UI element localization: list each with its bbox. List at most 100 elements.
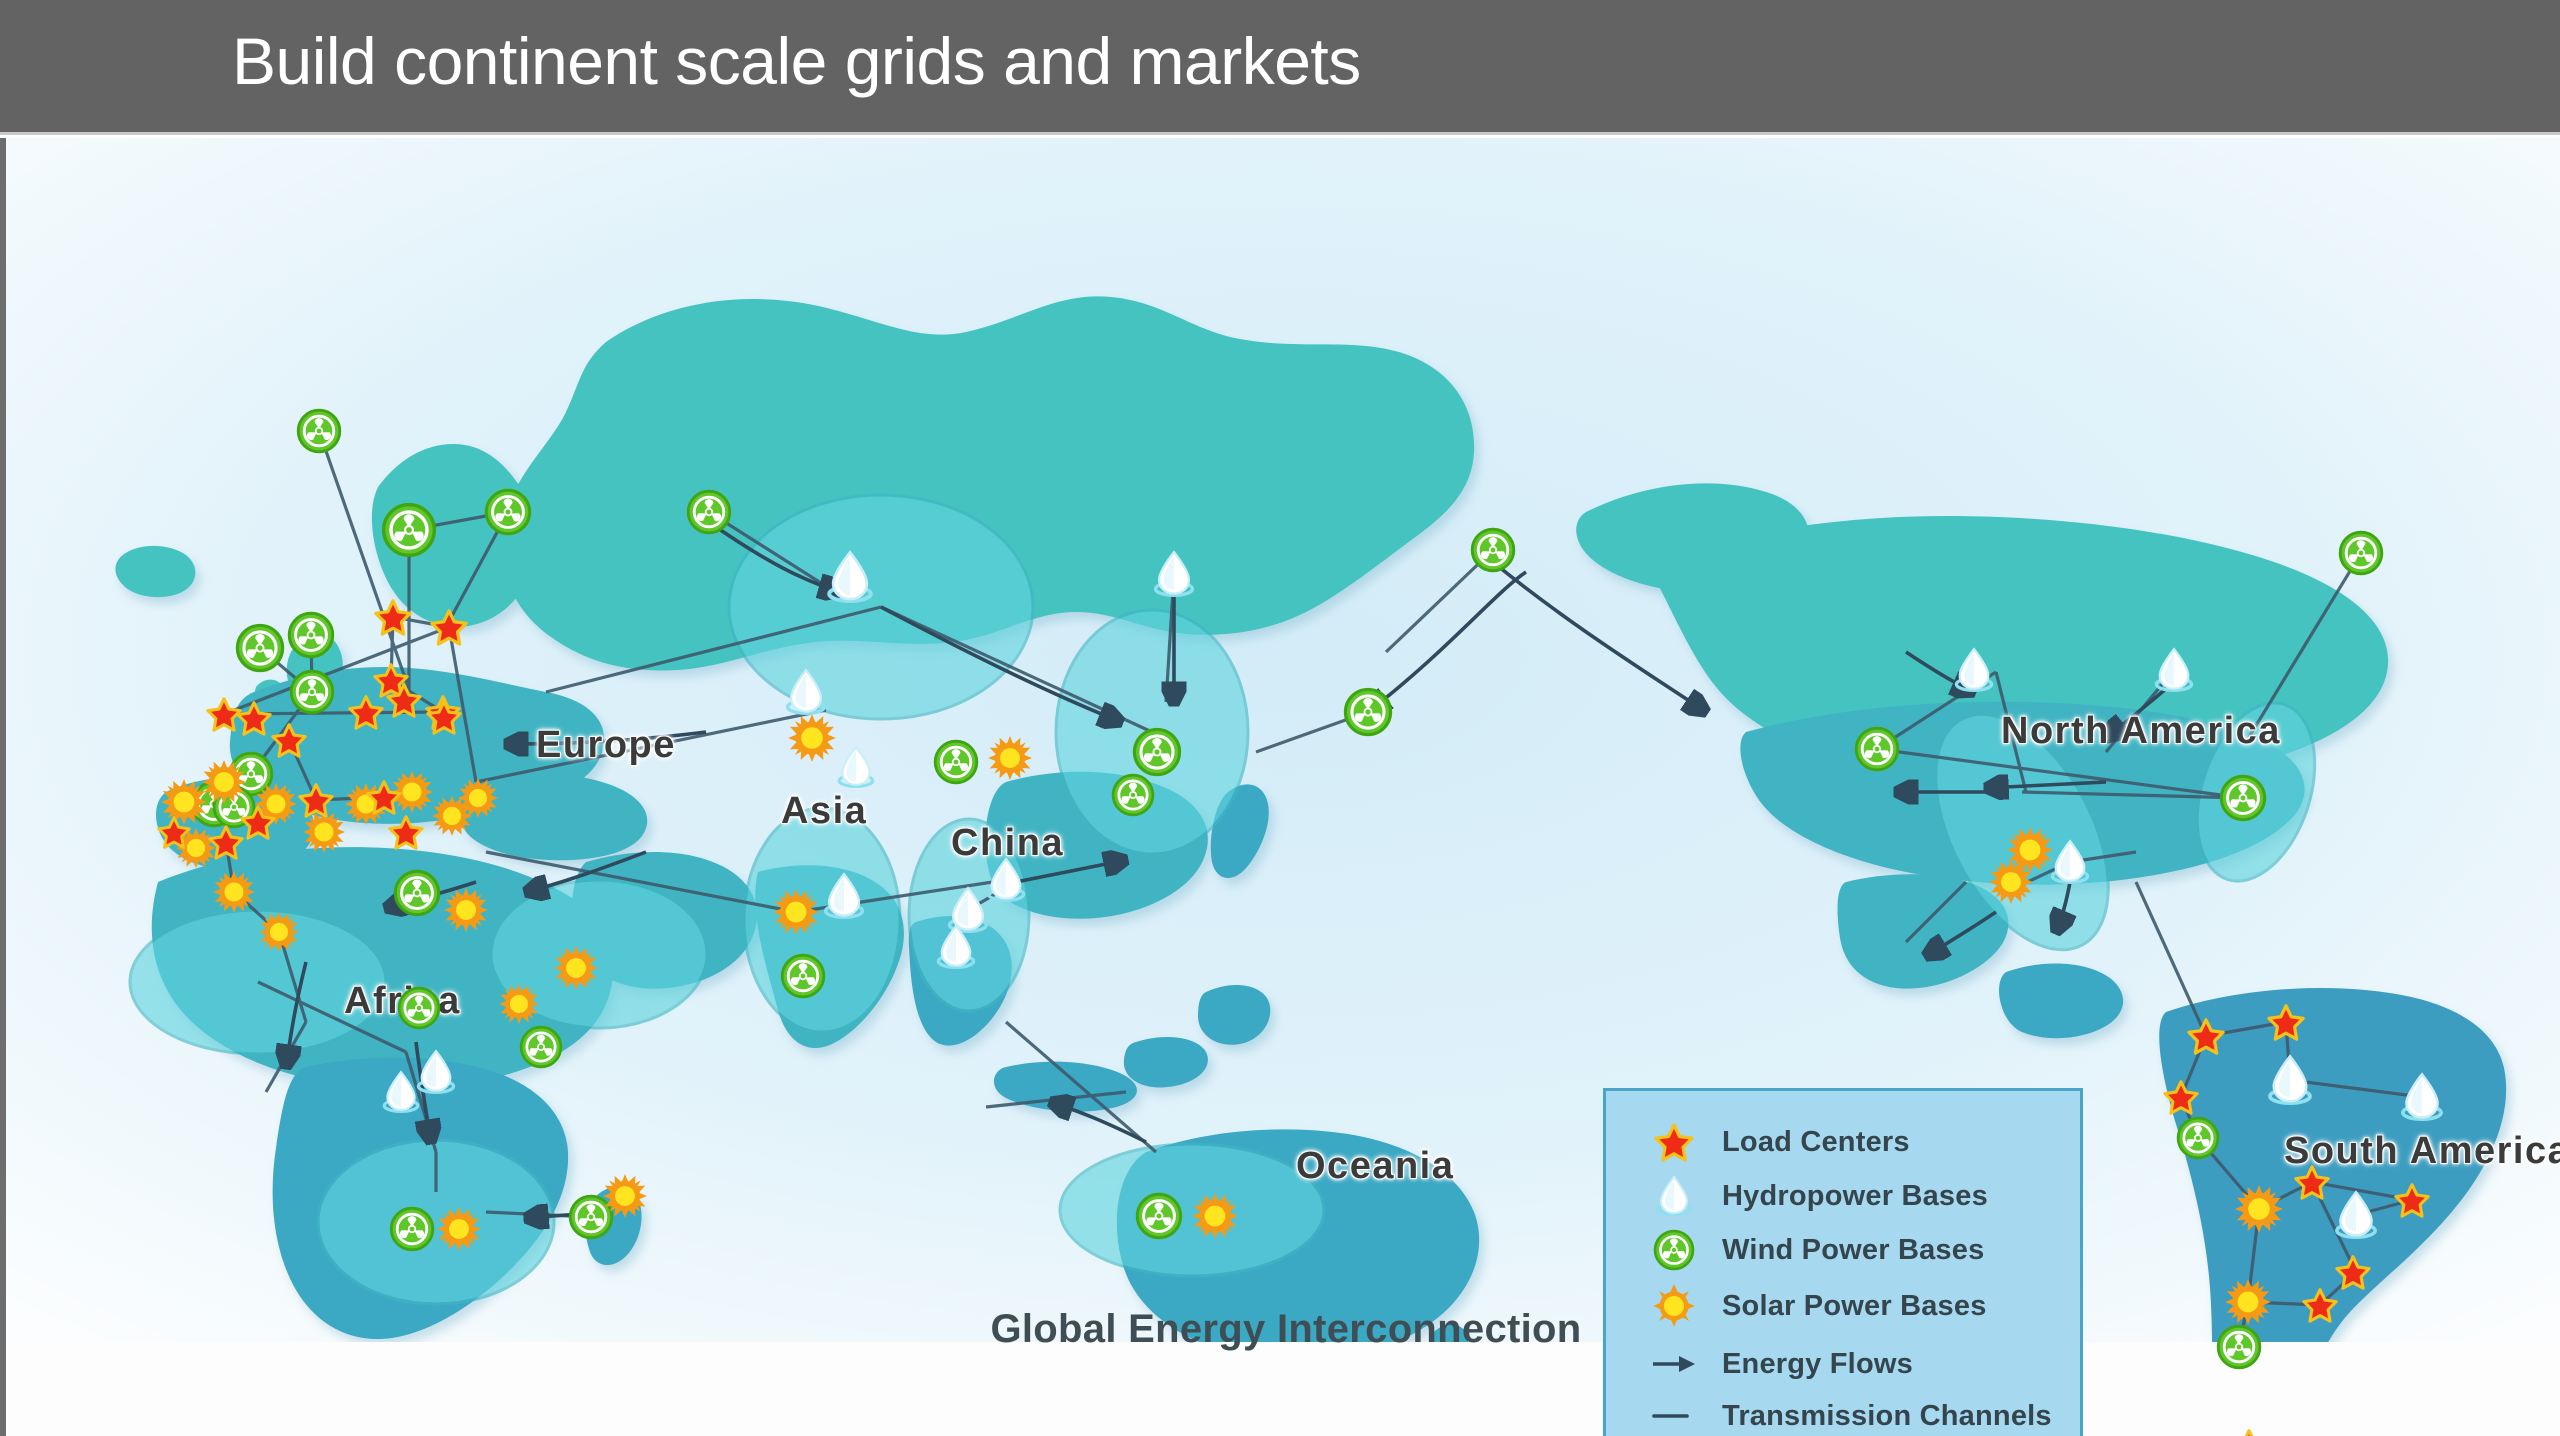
- star-icon: [430, 608, 468, 646]
- star-icon: [2302, 1287, 2338, 1323]
- sun-icon: [553, 945, 599, 991]
- star-icon: [208, 824, 244, 860]
- water-drop-icon: [824, 548, 876, 606]
- legend-item-wind: Wind Power Bases: [1648, 1225, 1984, 1275]
- world-map-illustration: [6, 138, 2560, 1342]
- star-icon: [2294, 1164, 2330, 1200]
- water-drop-icon: [2332, 1188, 2380, 1242]
- legend-label-wind: Wind Power Bases: [1722, 1233, 1985, 1266]
- wind-turbine-icon: [568, 1194, 614, 1240]
- legend-item-transmission: Transmission Channels: [1648, 1391, 2052, 1436]
- water-drop-icon: [1952, 645, 1996, 694]
- legend-label-energy-flows: Energy Flows: [1722, 1347, 1913, 1380]
- sun-icon: [390, 770, 434, 814]
- sun-icon: [602, 1173, 648, 1219]
- wind-turbine-icon: [235, 623, 285, 673]
- legend-label-hydropower: Hydropower Bases: [1722, 1179, 1988, 1212]
- legend-item-load-centers: Load Centers: [1648, 1117, 1910, 1167]
- star-icon: [236, 700, 272, 736]
- wind-turbine-icon: [381, 502, 437, 558]
- map-label-china: China: [951, 822, 1065, 864]
- water-drop-icon: [934, 922, 978, 971]
- star-icon: [2394, 1182, 2430, 1218]
- water-drop-icon: [380, 1068, 422, 1115]
- wind-turbine-icon: [1854, 726, 1900, 772]
- wind-turbine-icon: [1132, 727, 1182, 777]
- water-drop-icon: [783, 666, 829, 718]
- sun-icon: [254, 782, 298, 826]
- slide-body: Europe Asia China Africa Oceania North A…: [0, 138, 2560, 1436]
- wind-turbine-icon: [1470, 527, 1516, 573]
- sun-icon: [2006, 826, 2054, 874]
- wind-turbine-icon: [393, 869, 441, 917]
- star-icon: [374, 598, 412, 636]
- sun-icon: [258, 911, 300, 953]
- water-drop-icon: [2265, 1052, 2315, 1108]
- sun-icon: [201, 759, 247, 805]
- star-icon: [271, 722, 307, 758]
- water-drop-icon: [2048, 837, 2092, 886]
- wind-turbine-icon: [1135, 1192, 1183, 1240]
- legend-item-solar: Solar Power Bases: [1648, 1281, 1987, 1331]
- wind-turbine-icon: [933, 739, 979, 785]
- wind-turbine-icon: [2338, 530, 2384, 576]
- water-drop-icon: [835, 743, 877, 790]
- sun-icon: [1648, 1283, 1700, 1329]
- water-drop-icon: [2152, 645, 2196, 694]
- star-icon: [2163, 1079, 2199, 1115]
- sun-icon: [443, 887, 489, 933]
- legend-item-energy-flows: Energy Flows: [1648, 1339, 1913, 1389]
- figure-caption: Global Energy Interconnection: [990, 1307, 1582, 1351]
- wind-turbine-icon: [1111, 773, 1155, 817]
- water-drop-icon: [821, 870, 867, 922]
- wind-turbine-icon: [2216, 1324, 2262, 1370]
- star-icon: [366, 779, 402, 815]
- wind-turbine-icon: [289, 669, 335, 715]
- map-label-europe: Europe: [536, 724, 676, 766]
- sun-icon: [2224, 1278, 2272, 1326]
- wind-turbine-icon: [780, 953, 826, 999]
- sun-icon: [498, 983, 540, 1025]
- water-drop-icon: [1151, 548, 1197, 600]
- wind-turbine-icon: [1648, 1227, 1700, 1273]
- legend-label-load-centers: Load Centers: [1722, 1125, 1910, 1158]
- star-icon: [388, 814, 424, 850]
- map-label-south-america: South America: [2284, 1130, 2560, 1172]
- sun-icon: [457, 777, 499, 819]
- sun-icon: [436, 1206, 482, 1252]
- water-drop-icon: [984, 855, 1028, 904]
- sun-icon: [212, 870, 256, 914]
- star-icon: [348, 694, 384, 730]
- star-icon: [2335, 1254, 2371, 1290]
- water-drop-icon: [2398, 1070, 2446, 1124]
- wind-turbine-icon: [519, 1025, 563, 1069]
- line-icon: [1648, 1393, 1700, 1436]
- legend-label-transmission: Transmission Channels: [1722, 1399, 2052, 1432]
- map-legend: Load Centers Hydropower Bases: [1603, 1088, 2083, 1436]
- sun-icon: [2234, 1184, 2284, 1234]
- wind-turbine-icon: [686, 489, 732, 535]
- water-drop-icon: [945, 884, 991, 936]
- global-energy-map-figure: Europe Asia China Africa Oceania North A…: [6, 138, 2560, 1436]
- wind-turbine-icon: [296, 408, 342, 454]
- sun-icon: [431, 795, 473, 837]
- star-icon: [2231, 1428, 2267, 1436]
- map-label-north-america: North America: [2001, 710, 2281, 752]
- star-icon: [386, 682, 422, 718]
- energy-flow-arrows: [286, 520, 2176, 1218]
- slide-header-bar: Build continent scale grids and markets: [0, 0, 2560, 135]
- star-icon: [298, 782, 334, 818]
- water-drop-icon: [1648, 1173, 1700, 1219]
- wind-turbine-icon: [2219, 774, 2267, 822]
- sun-icon: [987, 735, 1033, 781]
- wind-turbine-icon: [389, 1206, 435, 1252]
- map-label-asia: Asia: [781, 790, 868, 832]
- star-icon: [240, 804, 276, 840]
- star-icon: [2187, 1017, 2225, 1055]
- star-icon: [373, 662, 409, 698]
- star-icon: [157, 815, 191, 849]
- star-icon: [2267, 1003, 2305, 1041]
- wind-turbine-icon: [287, 611, 335, 659]
- wind-turbine-icon: [1343, 687, 1393, 737]
- legend-item-hydropower: Hydropower Bases: [1648, 1171, 1988, 1221]
